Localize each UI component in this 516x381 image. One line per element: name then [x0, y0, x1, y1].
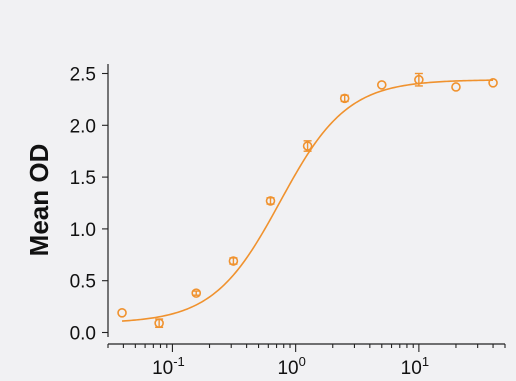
x-axis: 10-1 100 101	[107, 343, 506, 379]
y-tick-label: 1.5	[70, 168, 96, 189]
data-point	[339, 93, 350, 104]
data-point	[488, 78, 498, 88]
x-tick-label: 101	[401, 354, 429, 379]
data-point	[302, 141, 313, 151]
y-tick-label: 0.5	[70, 272, 96, 293]
data-point	[376, 80, 387, 90]
y-tick-label: 0.0	[70, 324, 96, 345]
plot-area	[117, 72, 498, 329]
x-tick-label: 100	[277, 354, 305, 379]
data-point	[191, 288, 202, 298]
data-point	[451, 82, 461, 92]
data-point	[265, 196, 276, 206]
x-tick-label: 10-1	[152, 354, 185, 379]
data-point	[117, 308, 127, 318]
y-axis-label: Mean OD	[24, 144, 54, 257]
data-point	[154, 318, 164, 328]
data-point	[414, 74, 424, 85]
data-point	[228, 256, 239, 266]
y-tick-label: 2.0	[70, 116, 96, 137]
fit-curve	[121, 79, 494, 322]
y-tick-label: 2.5	[70, 65, 96, 86]
y-axis: 0.0 0.5 1.0 1.5 2.0 2.5	[70, 64, 109, 345]
y-tick-label: 1.0	[70, 220, 96, 241]
